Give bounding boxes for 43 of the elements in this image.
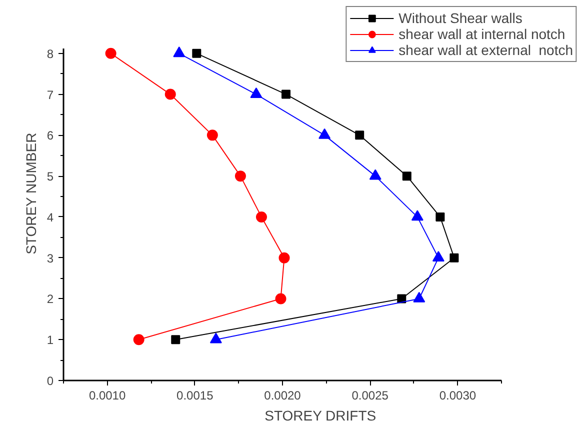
point xyxy=(133,334,144,346)
point xyxy=(206,130,218,141)
point xyxy=(275,293,286,304)
point xyxy=(411,210,424,221)
point xyxy=(402,172,412,181)
legend-label: shear wall at internal notch xyxy=(398,26,566,42)
point xyxy=(210,332,222,344)
point xyxy=(278,252,290,264)
legend-label: Without Shear walls xyxy=(398,10,522,26)
y-tick-label: 8 xyxy=(46,46,54,61)
point xyxy=(173,46,186,58)
point xyxy=(105,48,116,59)
point xyxy=(355,130,364,140)
x-tick-label: 0.0030 xyxy=(439,388,476,402)
x-tick-label: 0.0010 xyxy=(88,388,126,402)
point xyxy=(436,212,445,222)
legend-label: shear wall at external notch xyxy=(398,42,573,58)
y-tick-label: 0 xyxy=(46,374,54,388)
y-tick-label: 1 xyxy=(46,333,54,348)
x-axis-title: STOREY DRIFTS xyxy=(264,408,376,424)
x-tick-label: 0.0020 xyxy=(264,388,302,402)
y-axis-title: STOREY NUMBER xyxy=(22,132,39,254)
point xyxy=(432,250,444,262)
y-tick-label: 5 xyxy=(46,170,54,184)
point xyxy=(171,335,180,344)
point xyxy=(282,90,291,99)
point xyxy=(234,170,246,182)
point xyxy=(413,292,426,302)
x-tick-label: 0.0025 xyxy=(352,388,389,402)
point xyxy=(192,48,202,58)
y-tick-label: 4 xyxy=(46,210,54,224)
point xyxy=(250,87,262,98)
y-tick-label: 3 xyxy=(46,251,54,266)
point xyxy=(256,211,267,222)
point xyxy=(318,128,331,139)
point xyxy=(369,169,382,180)
point xyxy=(450,253,459,262)
point xyxy=(397,294,406,304)
y-tick-label: 2 xyxy=(46,292,54,306)
y-tick-label: 7 xyxy=(46,88,54,102)
x-tick-label: 0.0015 xyxy=(176,388,214,402)
y-tick-label: 6 xyxy=(46,128,54,143)
point xyxy=(164,88,176,100)
